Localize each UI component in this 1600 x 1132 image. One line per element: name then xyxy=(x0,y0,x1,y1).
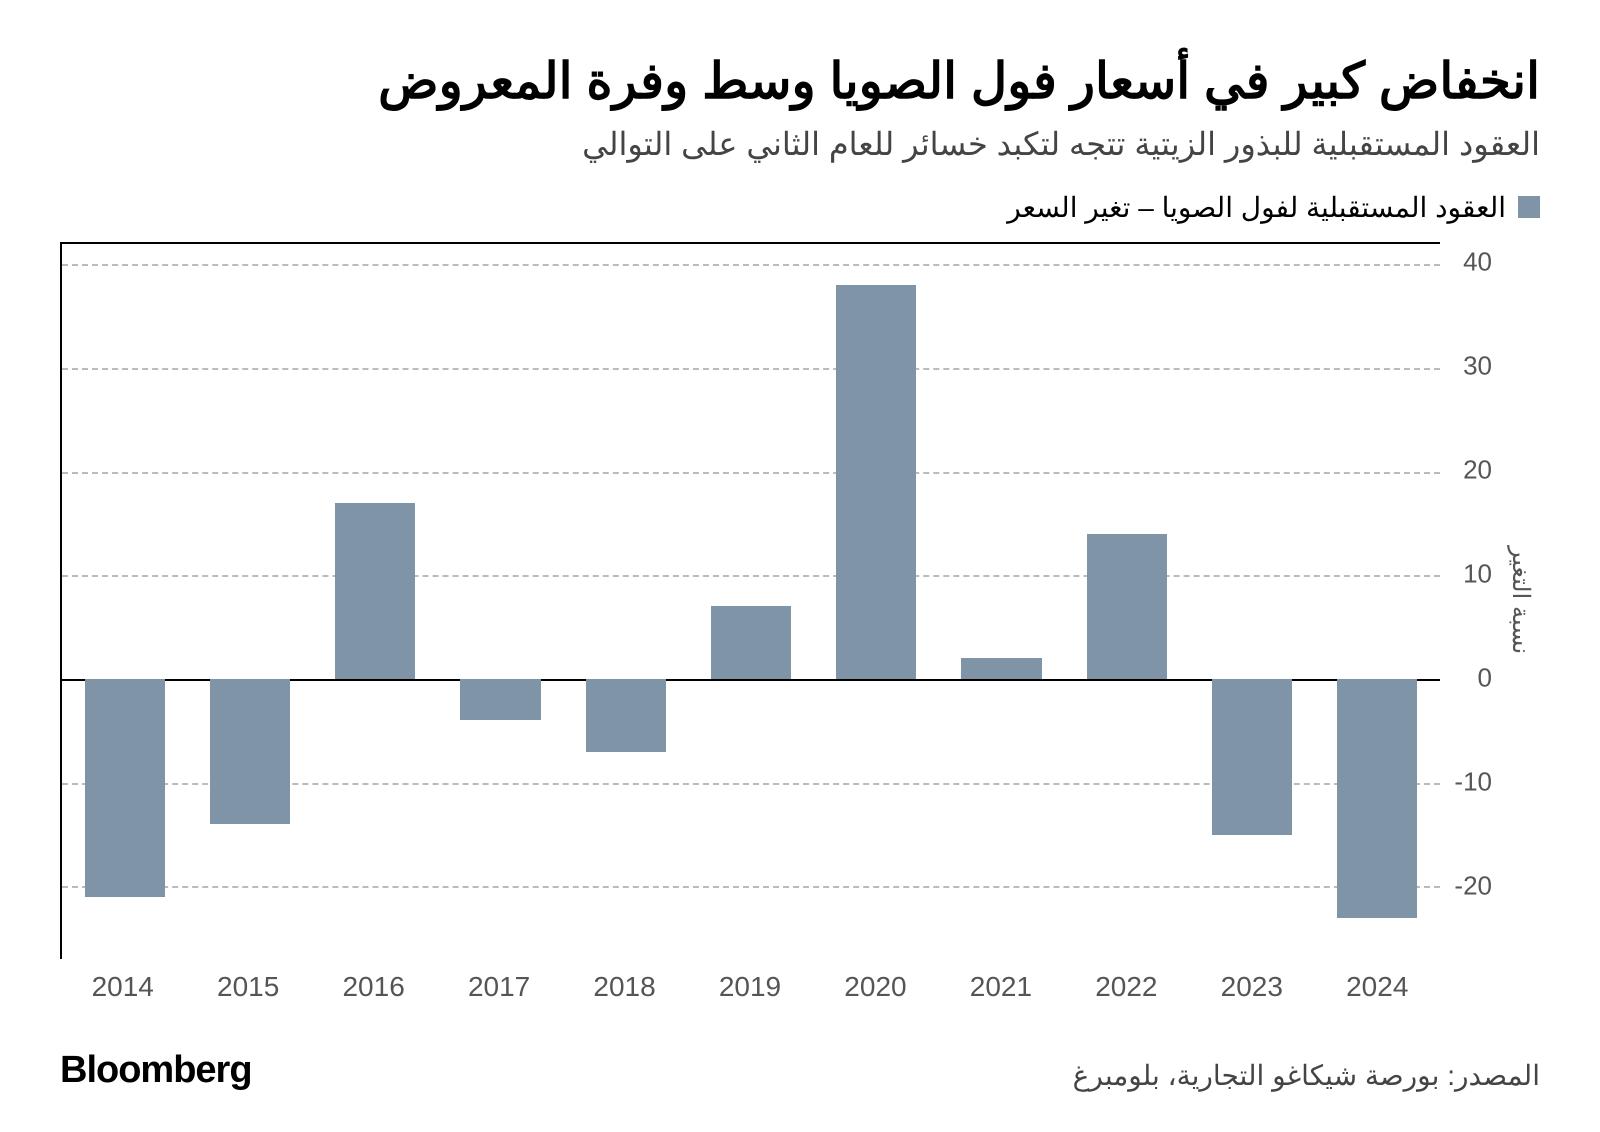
x-tick-label: 2017 xyxy=(436,959,561,1019)
x-tick-label: 2018 xyxy=(562,959,687,1019)
bar xyxy=(85,679,165,897)
gridline xyxy=(62,472,1440,474)
x-tick-label: 2021 xyxy=(938,959,1063,1019)
x-tick-label: 2015 xyxy=(185,959,310,1019)
x-tick-label: 2014 xyxy=(60,959,185,1019)
y-tick-label: -20 xyxy=(1454,871,1492,902)
x-tick-label: 2023 xyxy=(1189,959,1314,1019)
legend-label: العقود المستقبلية لفول الصويا – تغير الس… xyxy=(1007,191,1506,224)
gridline xyxy=(62,575,1440,577)
y-tick-label: 40 xyxy=(1463,247,1492,278)
y-axis-label: نسبة التغير xyxy=(1500,546,1540,654)
x-tick-label: 2019 xyxy=(687,959,812,1019)
bar xyxy=(586,679,666,752)
chart-title: انخفاض كبير في أسعار فول الصويا وسط وفرة… xyxy=(60,50,1540,113)
chart-area: نسبة التغير -20 -10 0 10 20 30 40 xyxy=(60,242,1540,960)
gridline xyxy=(62,368,1440,370)
source-text: المصدر: بورصة شيكاغو التجارية، بلومبرغ xyxy=(1073,1059,1540,1092)
x-tick-label: 2020 xyxy=(813,959,938,1019)
plot-inner xyxy=(62,244,1440,960)
x-axis-labels: 2014201520162017201820192020202120222023… xyxy=(60,959,1440,1019)
footer: المصدر: بورصة شيكاغو التجارية، بلومبرغ B… xyxy=(60,1049,1540,1092)
bar xyxy=(1337,679,1417,918)
y-tick-label: 0 xyxy=(1478,663,1492,694)
plot xyxy=(60,242,1440,960)
bar xyxy=(711,606,791,679)
y-tick-label: 10 xyxy=(1463,559,1492,590)
chart-subtitle: العقود المستقبلية للبذور الزيتية تتجه لت… xyxy=(60,125,1540,163)
y-tick-label: 30 xyxy=(1463,351,1492,382)
gridline xyxy=(62,886,1440,888)
bar xyxy=(210,679,290,824)
x-tick-label: 2016 xyxy=(311,959,436,1019)
bar xyxy=(460,679,540,720)
x-tick-label: 2024 xyxy=(1315,959,1440,1019)
y-tick-label: -10 xyxy=(1454,767,1492,798)
bar xyxy=(961,658,1041,679)
x-tick-label: 2022 xyxy=(1064,959,1189,1019)
bar xyxy=(335,503,415,679)
brand-logo: Bloomberg xyxy=(60,1049,252,1092)
bar xyxy=(836,285,916,679)
bar xyxy=(1087,534,1167,679)
bar xyxy=(1212,679,1292,835)
gridline xyxy=(62,264,1440,266)
y-tick-label: 20 xyxy=(1463,455,1492,486)
legend: العقود المستقبلية لفول الصويا – تغير الس… xyxy=(60,191,1540,224)
legend-swatch xyxy=(1518,196,1540,218)
y-axis-ticks: -20 -10 0 10 20 30 40 xyxy=(1440,242,1500,960)
